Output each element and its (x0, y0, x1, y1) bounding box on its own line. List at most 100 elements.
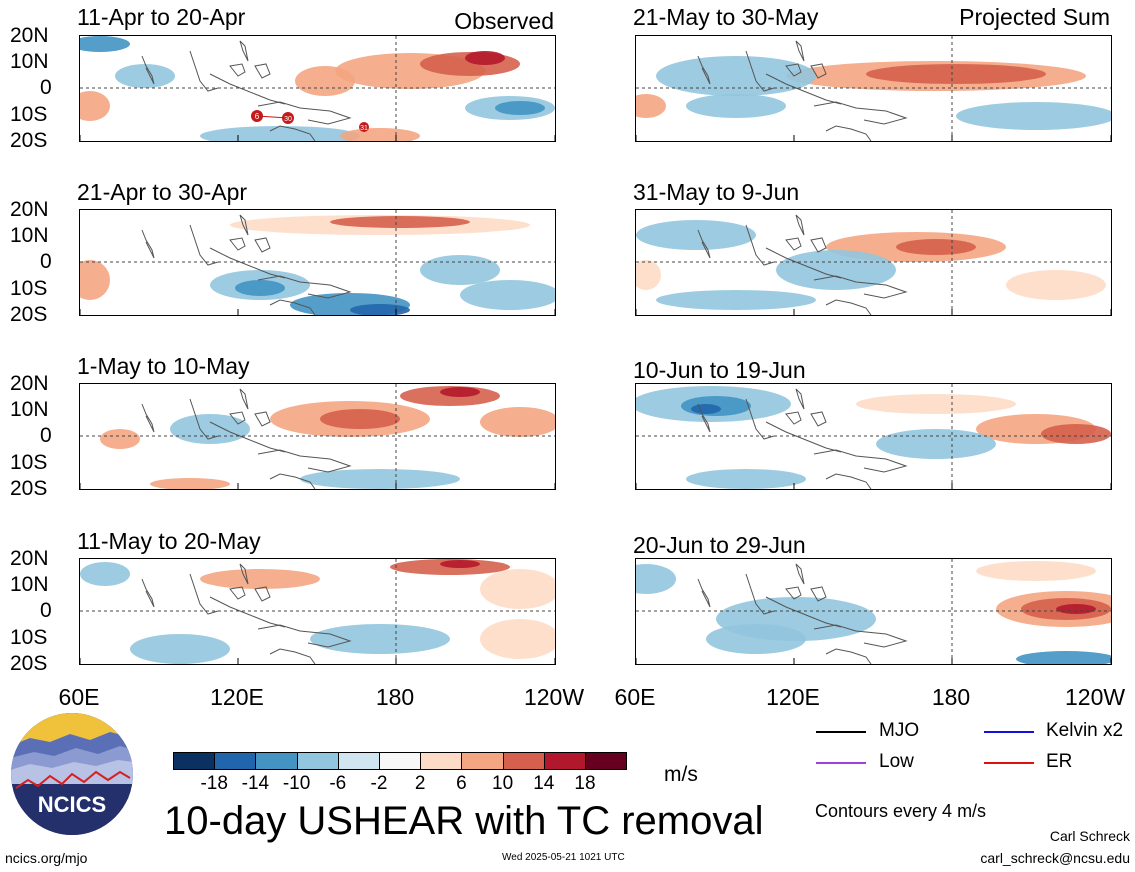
shear-field-contour (976, 561, 1096, 581)
logo-text: NCICS (38, 792, 106, 817)
storm-marker-label: 31 (360, 125, 368, 132)
coastline (810, 63, 827, 79)
coastline (209, 596, 286, 628)
map-panel-projected-2 (635, 209, 1112, 316)
coastline (813, 101, 908, 125)
shear-field-contour (856, 394, 1016, 414)
coastline (813, 449, 908, 473)
coastline (765, 596, 842, 628)
lat-label: 10S (10, 451, 48, 474)
shear-field-contour (150, 478, 230, 489)
coastline (785, 63, 802, 77)
lon-label: 60E (58, 684, 100, 710)
lat-label: 10N (10, 398, 49, 421)
shear-field-contour (340, 128, 420, 141)
coastline (254, 411, 271, 427)
shear-field-contour (636, 94, 666, 118)
shear-field-contour (866, 64, 1046, 84)
colorbar-label: 18 (574, 773, 596, 794)
shear-field-contour (896, 239, 976, 255)
coastline (795, 563, 805, 585)
colorbar-swatch (296, 752, 339, 770)
footer-url[interactable]: ncics.org/mjo (5, 850, 88, 866)
map-panel-projected-4 (635, 558, 1112, 665)
shear-field-contour (480, 407, 555, 437)
shear-field-contour (956, 102, 1111, 130)
coastline (697, 55, 711, 85)
coastline (269, 299, 316, 315)
coastline (254, 586, 271, 602)
colorbar-units: m/s (664, 763, 698, 786)
panel-label-observed: Observed (454, 8, 554, 34)
colorbar-label: 10 (492, 773, 514, 794)
coastline (141, 229, 155, 259)
legend-line-kelvin (984, 731, 1034, 733)
coastline (825, 473, 872, 489)
coastline (697, 578, 711, 608)
shear-field-contour (656, 56, 816, 96)
map-panel-observed-2 (79, 209, 556, 316)
map-panel-projected-3 (635, 383, 1112, 490)
coastline (745, 573, 775, 615)
coastline (825, 125, 872, 141)
lat-label: 20S (10, 477, 48, 500)
panel-title-4: 11-May to 20-May (77, 528, 261, 554)
shear-field-contour (1006, 270, 1106, 300)
coastline (785, 237, 802, 251)
lat-label: 20S (10, 129, 48, 152)
shear-field-contour (691, 404, 721, 414)
legend-line-low (816, 762, 866, 764)
storm-marker-label: 6 (255, 112, 260, 121)
colorbar-swatch (585, 752, 628, 770)
coastline (189, 398, 219, 440)
main-title: 10-day USHEAR with TC removal (164, 799, 764, 843)
lat-label: 20N (10, 198, 49, 221)
shear-field-contour (440, 387, 480, 397)
panel-title-8: 20-Jun to 29-Jun (633, 532, 806, 558)
panel-label-projected: Projected Sum (959, 4, 1110, 30)
coastline (795, 388, 805, 410)
coastline (269, 648, 316, 664)
shear-field-contour (686, 469, 806, 489)
coastline (697, 403, 711, 433)
lat-label: 10N (10, 573, 49, 596)
coastline (697, 229, 711, 259)
lat-label: 20N (10, 547, 49, 570)
legend-label-low: Low (879, 751, 914, 772)
coastline (785, 411, 802, 425)
shear-field-contour (1056, 604, 1096, 614)
lat-label: 0 (40, 250, 52, 273)
colorbar-swatch (543, 752, 586, 770)
coastline (269, 473, 316, 489)
shear-field-contour (350, 304, 410, 315)
colorbar-swatch (173, 752, 216, 770)
shear-field-contour (480, 619, 555, 659)
panel-title-5: 21-May to 30-May (633, 4, 819, 30)
shear-field-contour (170, 414, 250, 444)
footer-timestamp: Wed 2025-05-21 1021 UTC (502, 852, 625, 863)
storm-marker-icon: 30 (282, 112, 294, 124)
shear-field-contour (686, 94, 786, 118)
coastline (765, 247, 842, 279)
lon-label: 180 (931, 684, 971, 710)
coastline (239, 214, 249, 236)
shear-field-contour (440, 560, 480, 568)
colorbar-label: 14 (533, 773, 555, 794)
coastline (257, 449, 352, 473)
shear-field-contour (130, 634, 230, 664)
lat-label: 0 (40, 599, 52, 622)
storm-marker-label: 30 (284, 116, 292, 123)
coastline (810, 237, 827, 253)
shear-field-contour (80, 562, 130, 586)
colorbar-swatch (379, 752, 422, 770)
colorbar-swatch (461, 752, 504, 770)
colorbar-label: -2 (370, 773, 388, 794)
coastline (239, 563, 249, 585)
coastline (229, 63, 246, 77)
coastline (141, 578, 155, 608)
footer-email[interactable]: carl_schreck@ncsu.edu (980, 850, 1130, 866)
coastline (745, 224, 775, 266)
colorbar-label: 6 (456, 773, 467, 794)
panel-title-7: 10-Jun to 19-Jun (633, 357, 806, 383)
panel-title-2: 21-Apr to 30-Apr (77, 179, 248, 205)
